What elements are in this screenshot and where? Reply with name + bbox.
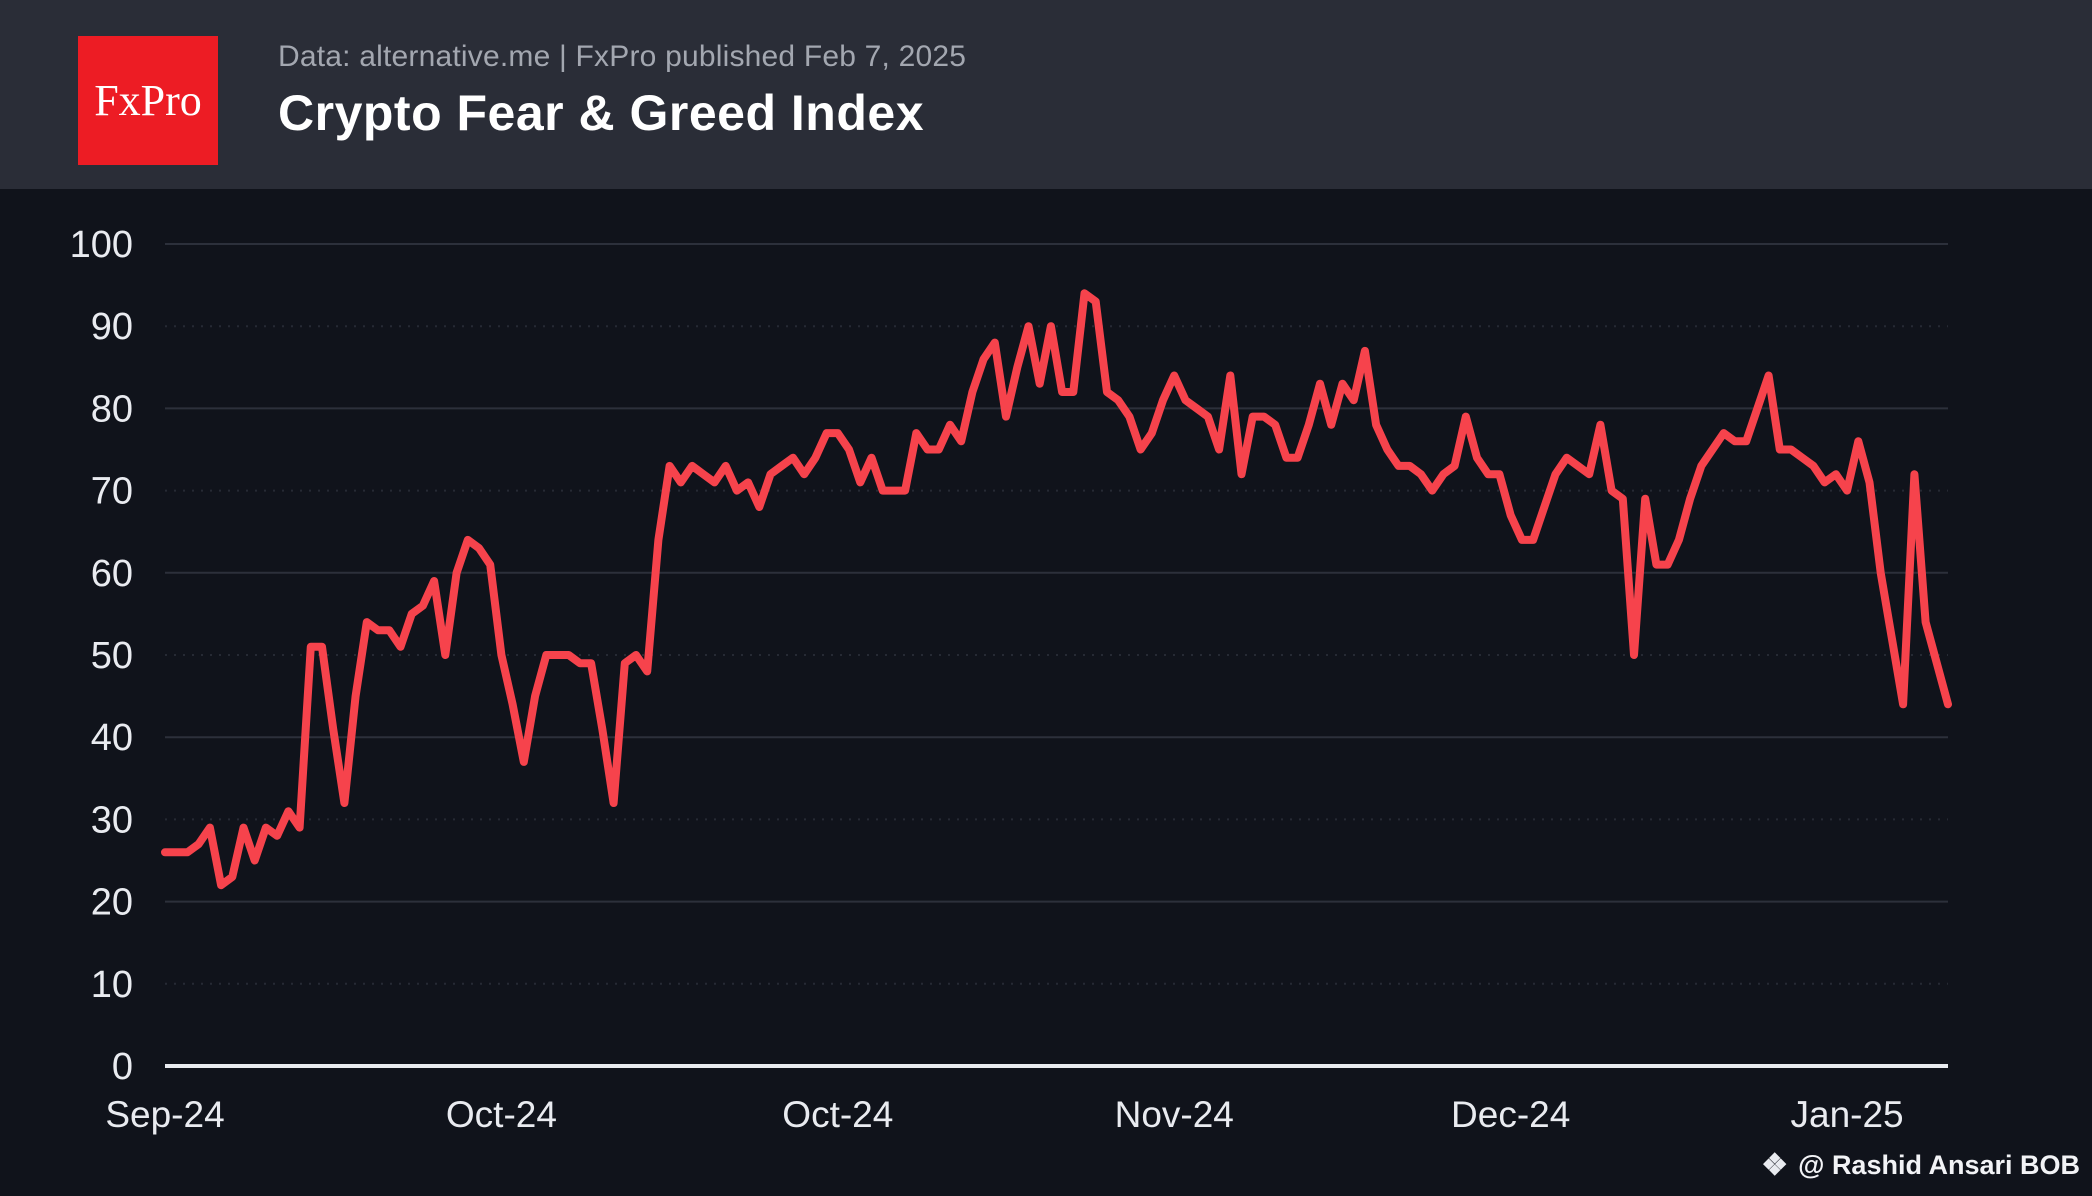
- y-tick-label-30: 30: [91, 799, 133, 841]
- header: FxPro Data: alternative.me | FxPro publi…: [0, 0, 2092, 189]
- y-tick-label-60: 60: [91, 553, 133, 595]
- header-text-block: Data: alternative.me | FxPro published F…: [278, 40, 966, 142]
- y-tick-label-80: 80: [91, 388, 133, 430]
- chart-source-line: Data: alternative.me | FxPro published F…: [278, 40, 967, 73]
- watermark-text: @ Rashid Ansari BOB: [1798, 1150, 2080, 1180]
- x-tick-label-Nov-24: Nov-24: [1115, 1094, 1234, 1135]
- x-tick-label-Jan-25: Jan-25: [1791, 1094, 1904, 1135]
- x-tick-label-Dec-24: Dec-24: [1451, 1094, 1570, 1135]
- y-tick-label-0: 0: [112, 1046, 133, 1088]
- y-tick-label-40: 40: [91, 717, 133, 759]
- y-tick-label-20: 20: [91, 882, 133, 924]
- binance-diamond-icon: ❖: [1761, 1148, 1789, 1182]
- y-tick-label-70: 70: [91, 471, 133, 513]
- fxpro-logo-text: FxPro: [94, 76, 202, 125]
- y-tick-label-50: 50: [91, 635, 133, 677]
- watermark: ❖ @ Rashid Ansari BOB: [1761, 1150, 2080, 1181]
- y-tick-label-90: 90: [91, 306, 133, 348]
- y-tick-label-100: 100: [70, 224, 133, 266]
- page-title: Crypto Fear & Greed Index: [278, 85, 924, 141]
- fear-greed-index-line: [161, 289, 1952, 890]
- x-tick-label-Sep-24: Sep-24: [105, 1094, 224, 1135]
- fxpro-logo: FxPro: [78, 36, 218, 165]
- x-tick-label-Oct-24: Oct-24: [446, 1094, 557, 1135]
- y-tick-label-10: 10: [91, 964, 133, 1006]
- x-tick-label-Oct-24: Oct-24: [782, 1094, 893, 1135]
